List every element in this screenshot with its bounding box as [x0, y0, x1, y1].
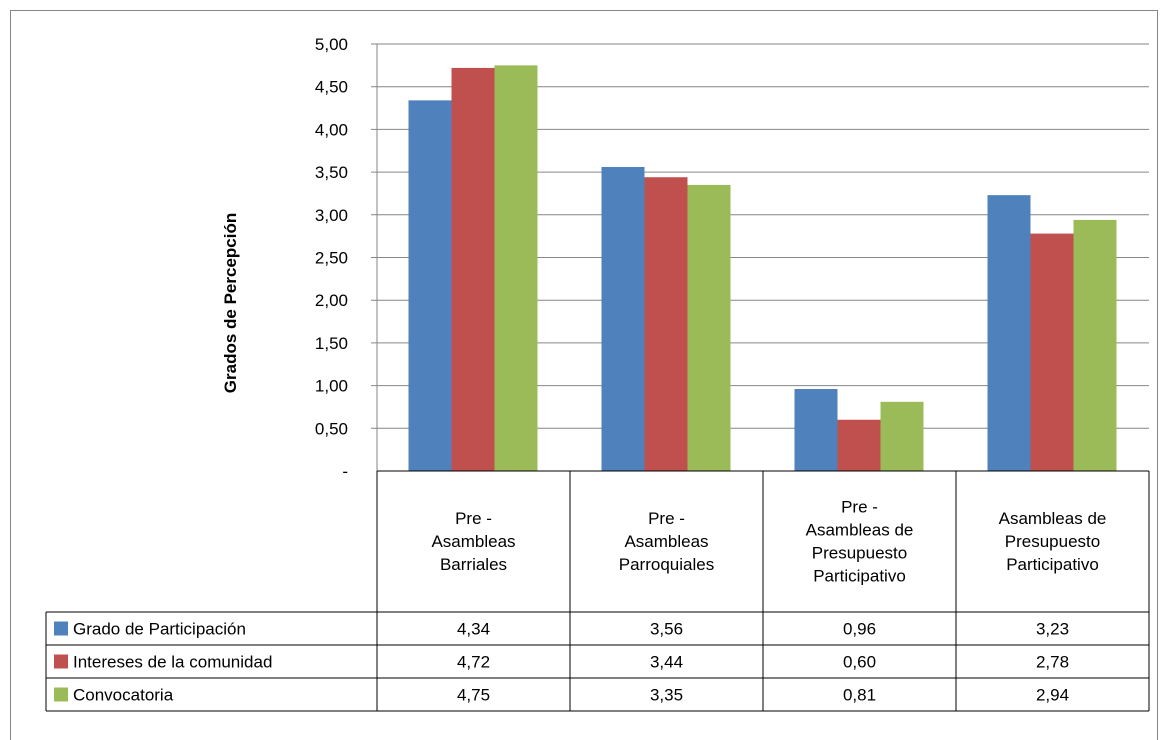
- bar-1-3: [794, 389, 838, 471]
- data-table-cell: 0,96: [843, 620, 876, 639]
- bar-3-2: [687, 184, 731, 471]
- bar-2-4: [1030, 233, 1074, 471]
- bar-3-3: [880, 401, 924, 471]
- data-table-cell: 0,60: [843, 653, 876, 672]
- bar-3-1: [494, 65, 538, 471]
- y-tick-label: -: [342, 462, 348, 481]
- category-label: Asambleas: [624, 532, 708, 551]
- bar-2-3: [837, 419, 881, 471]
- y-tick-label: 1,00: [315, 377, 348, 396]
- category-label: Participativo: [813, 567, 906, 586]
- y-tick-label: 1,50: [315, 334, 348, 353]
- category-label: Asambleas: [431, 532, 515, 551]
- y-tick-label: 0,50: [315, 419, 348, 438]
- y-axis-label: Grados de Percepción: [221, 213, 240, 393]
- category-label: Parroquiales: [619, 555, 714, 574]
- y-tick-label: 3,00: [315, 206, 348, 225]
- bar-1-4: [987, 195, 1031, 471]
- bar-1-2: [601, 166, 645, 471]
- bar-1-1: [408, 100, 452, 471]
- category-label: Presupuesto: [812, 544, 907, 563]
- bar-2-1: [451, 67, 495, 472]
- y-tick-label: 4,50: [315, 78, 348, 97]
- y-tick-label: 3,50: [315, 163, 348, 182]
- data-table-cell: 3,23: [1036, 620, 1069, 639]
- data-table-cell: 3,35: [650, 686, 683, 705]
- data-table-cell: 4,75: [457, 686, 490, 705]
- y-tick-label: 2,50: [315, 249, 348, 268]
- category-label: Barriales: [440, 555, 507, 574]
- data-table-cell: 3,44: [650, 653, 683, 672]
- legend-key-1: [54, 621, 68, 636]
- category-label: Pre -: [648, 509, 685, 528]
- category-label: Presupuesto: [1005, 532, 1100, 551]
- legend-label: Grado de Participación: [73, 620, 246, 639]
- category-label: Pre -: [841, 498, 878, 517]
- data-table-cell: 2,78: [1036, 653, 1069, 672]
- legend-key-3: [54, 687, 68, 702]
- category-label: Asambleas de: [999, 509, 1107, 528]
- data-table-cell: 4,34: [457, 620, 490, 639]
- category-label: Participativo: [1006, 555, 1099, 574]
- data-table-cell: 2,94: [1036, 686, 1069, 705]
- legend-label: Convocatoria: [73, 686, 174, 705]
- data-table-cell: 0,81: [843, 686, 876, 705]
- y-tick-label: 2,00: [315, 291, 348, 310]
- chart-frame: [10, 10, 1158, 740]
- y-tick-label: 4,00: [315, 120, 348, 139]
- legend-key-2: [54, 654, 68, 669]
- data-table-cell: 4,72: [457, 653, 490, 672]
- bar-3-4: [1073, 219, 1117, 471]
- category-label: Asambleas de: [806, 521, 914, 540]
- y-tick-label: 5,00: [315, 35, 348, 54]
- category-label: Pre -: [455, 509, 492, 528]
- legend-label: Intereses de la comunidad: [73, 653, 272, 672]
- bar-2-2: [644, 177, 688, 471]
- data-table-cell: 3,56: [650, 620, 683, 639]
